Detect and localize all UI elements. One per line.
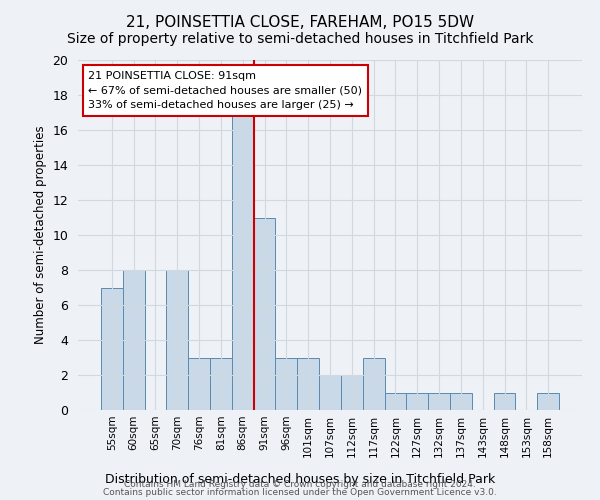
Bar [232, 112, 254, 410]
Text: Size of property relative to semi-detached houses in Titchfield Park: Size of property relative to semi-detach… [67, 32, 533, 46]
Text: Contains public sector information licensed under the Open Government Licence v3: Contains public sector information licen… [103, 488, 497, 497]
Bar [385, 392, 406, 410]
Y-axis label: Number of semi-detached properties: Number of semi-detached properties [34, 126, 47, 344]
Bar [450, 392, 472, 410]
Text: Contains HM Land Registry data © Crown copyright and database right 2024.: Contains HM Land Registry data © Crown c… [124, 480, 476, 489]
Bar [494, 392, 515, 410]
Bar [319, 375, 341, 410]
Bar [428, 392, 450, 410]
Bar [297, 358, 319, 410]
Bar [188, 358, 210, 410]
Bar [537, 392, 559, 410]
Bar [363, 358, 385, 410]
Bar [101, 288, 123, 410]
Text: 21 POINSETTIA CLOSE: 91sqm
← 67% of semi-detached houses are smaller (50)
33% of: 21 POINSETTIA CLOSE: 91sqm ← 67% of semi… [88, 70, 362, 110]
Bar [406, 392, 428, 410]
Text: Distribution of semi-detached houses by size in Titchfield Park: Distribution of semi-detached houses by … [105, 472, 495, 486]
Bar [275, 358, 297, 410]
Bar [123, 270, 145, 410]
Text: 21, POINSETTIA CLOSE, FAREHAM, PO15 5DW: 21, POINSETTIA CLOSE, FAREHAM, PO15 5DW [126, 15, 474, 30]
Bar [254, 218, 275, 410]
Bar [166, 270, 188, 410]
Bar [341, 375, 363, 410]
Bar [210, 358, 232, 410]
